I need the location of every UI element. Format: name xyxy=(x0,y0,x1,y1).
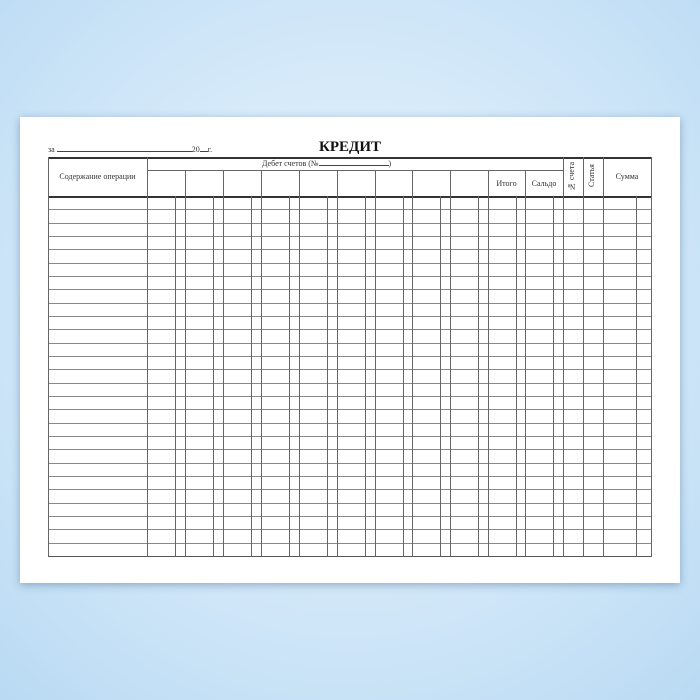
grid-line-h xyxy=(48,409,651,410)
grid-line-h xyxy=(48,289,651,290)
year-suffix: г. xyxy=(207,145,213,154)
grid-line-h xyxy=(48,316,651,317)
year-prefix: 20 xyxy=(191,145,200,154)
grid-line-h xyxy=(48,423,651,424)
grid-line-v xyxy=(213,196,214,556)
debit-account-blank xyxy=(318,158,389,166)
grid-line-h xyxy=(48,503,651,504)
grid-line-v xyxy=(403,196,404,556)
grid-line-h xyxy=(48,556,652,557)
header-amount: Сумма xyxy=(615,172,639,181)
grid-line-v xyxy=(327,196,328,556)
grid-line-h xyxy=(48,449,651,450)
form-title: КРЕДИТ xyxy=(318,139,382,155)
grid-line-v xyxy=(412,170,413,556)
grid-line-v xyxy=(147,157,148,556)
grid-line-h xyxy=(48,356,651,357)
grid-line-h xyxy=(48,263,651,264)
grid-line-h xyxy=(48,369,651,370)
grid-line-v xyxy=(440,196,441,556)
grid-line-v xyxy=(261,170,262,556)
debit-label: Дебет счетов (№ xyxy=(262,159,319,168)
grid-line-v xyxy=(583,157,584,556)
grid-line-v xyxy=(299,170,300,556)
grid-line-v xyxy=(636,196,637,556)
grid-line-h xyxy=(48,396,651,397)
form-sheet xyxy=(20,117,680,583)
grid-line-h xyxy=(48,489,651,490)
grid-line-h xyxy=(147,170,563,171)
period-prefix: за xyxy=(48,145,55,154)
header-balance: Сальдо xyxy=(531,179,557,188)
grid-line-h xyxy=(48,383,651,384)
header-operation: Содержание операции xyxy=(59,172,136,181)
header-total: Итого xyxy=(496,179,517,188)
grid-line-h xyxy=(48,476,651,477)
grid-line-v xyxy=(289,196,290,556)
period-blank xyxy=(56,143,192,152)
header-account-no: № счета xyxy=(567,162,576,192)
header-article: Статья xyxy=(587,164,596,187)
grid-line-v xyxy=(488,170,489,556)
grid-line-v xyxy=(365,196,366,556)
year-blank xyxy=(199,143,208,152)
grid-line-v xyxy=(337,170,338,556)
grid-line-h xyxy=(48,236,651,237)
grid-line-v xyxy=(563,157,564,556)
grid-line-v xyxy=(478,196,479,556)
grid-line-h xyxy=(48,343,651,344)
header-debit-accounts: Дебет счетов (№) xyxy=(262,158,391,168)
grid-line-h xyxy=(48,196,652,198)
grid-line-h xyxy=(48,529,651,530)
grid-line-v xyxy=(651,157,652,557)
grid-line-h xyxy=(48,157,652,159)
grid-line-h xyxy=(48,303,651,304)
grid-line-v xyxy=(375,170,376,556)
grid-line-h xyxy=(48,516,651,517)
grid-line-v xyxy=(553,196,554,556)
grid-line-v xyxy=(48,157,49,557)
grid-line-h xyxy=(48,329,651,330)
grid-line-v xyxy=(175,196,176,556)
grid-line-v xyxy=(603,157,604,556)
grid-line-h xyxy=(48,249,651,250)
grid-line-h xyxy=(48,209,651,210)
grid-line-v xyxy=(185,170,186,556)
grid-line-h xyxy=(48,276,651,277)
grid-line-v xyxy=(450,170,451,556)
grid-line-v xyxy=(251,196,252,556)
grid-line-v xyxy=(525,170,526,556)
grid-line-h xyxy=(48,436,651,437)
grid-line-v xyxy=(516,196,517,556)
debit-close: ) xyxy=(388,159,392,168)
grid-line-h xyxy=(48,543,651,544)
grid-line-h xyxy=(48,463,651,464)
period-line: за 20 г. xyxy=(48,143,212,154)
grid-line-v xyxy=(223,170,224,556)
grid-line-h xyxy=(48,223,651,224)
